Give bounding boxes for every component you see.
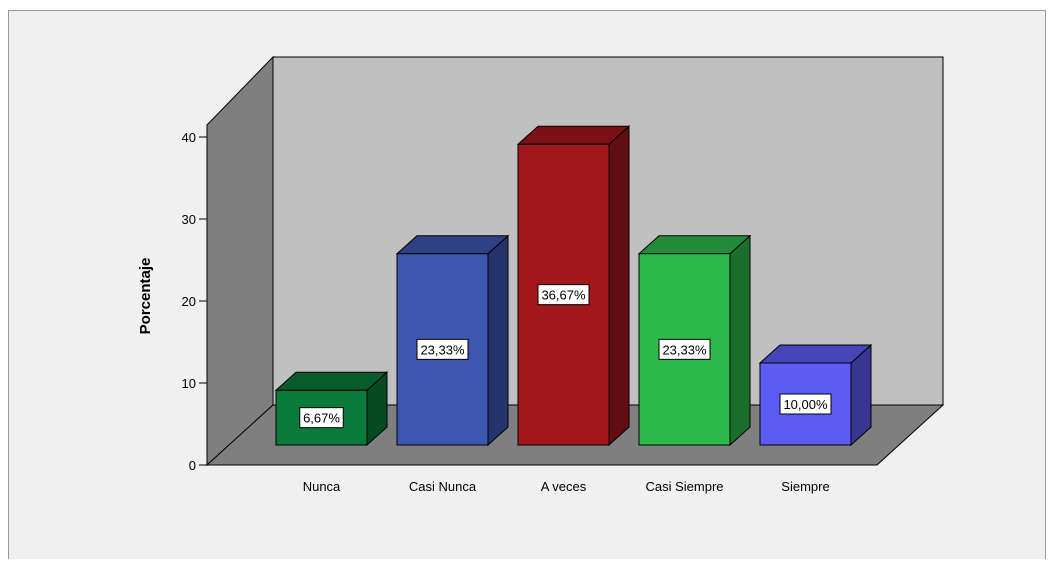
data-label-box	[416, 338, 469, 360]
y-tick-label: 0	[189, 458, 196, 473]
bar-siempre: 10,00%	[758, 343, 873, 447]
y-axis: 0 10 20 30 40	[182, 125, 208, 473]
y-tick-label: 10	[182, 376, 196, 391]
bar-side	[487, 234, 509, 447]
data-label: 10,00%	[783, 397, 828, 412]
data-label: 23,33%	[662, 342, 707, 357]
x-tick-label: Casi Nunca	[409, 479, 477, 494]
bar-top	[758, 344, 873, 364]
x-tick-label: A veces	[541, 479, 587, 494]
x-tick-label: Casi Siempre	[645, 479, 723, 494]
x-axis: Nunca Casi Nunca A veces Casi Siempre Siempr…	[303, 479, 830, 494]
data-label-box	[299, 407, 344, 429]
y-tick-label: 20	[182, 294, 196, 309]
bar-casi-siempre: 23,33%	[637, 234, 752, 447]
bar-a-veces: 36,67%	[516, 125, 631, 447]
side-wall	[206, 55, 274, 467]
data-label-box	[658, 338, 711, 360]
data-label-box	[779, 393, 832, 415]
bar-casi-nunca: 23,33%	[395, 234, 510, 447]
data-label-box	[537, 284, 590, 306]
bar-top	[395, 235, 510, 255]
x-tick-label: Nunca	[303, 479, 341, 494]
bar-side	[729, 234, 751, 447]
bar-nunca: 6,67%	[274, 371, 389, 447]
bar-side	[608, 125, 630, 447]
bar-top	[274, 371, 389, 391]
y-axis-title: Porcentaje	[137, 258, 154, 335]
bar-front	[275, 389, 368, 446]
data-label: 6,67%	[303, 411, 340, 426]
data-label: 23,33%	[420, 342, 465, 357]
data-label: 36,67%	[541, 288, 586, 303]
y-tick-label: 40	[182, 130, 196, 145]
bar-top	[516, 125, 631, 145]
bar-top	[637, 235, 752, 255]
y-tick-label: 30	[182, 212, 196, 227]
x-tick-label: Siempre	[781, 479, 829, 494]
bars-group: 6,67% 23,33% 36,67% 23,33% 10,00%	[274, 125, 873, 447]
